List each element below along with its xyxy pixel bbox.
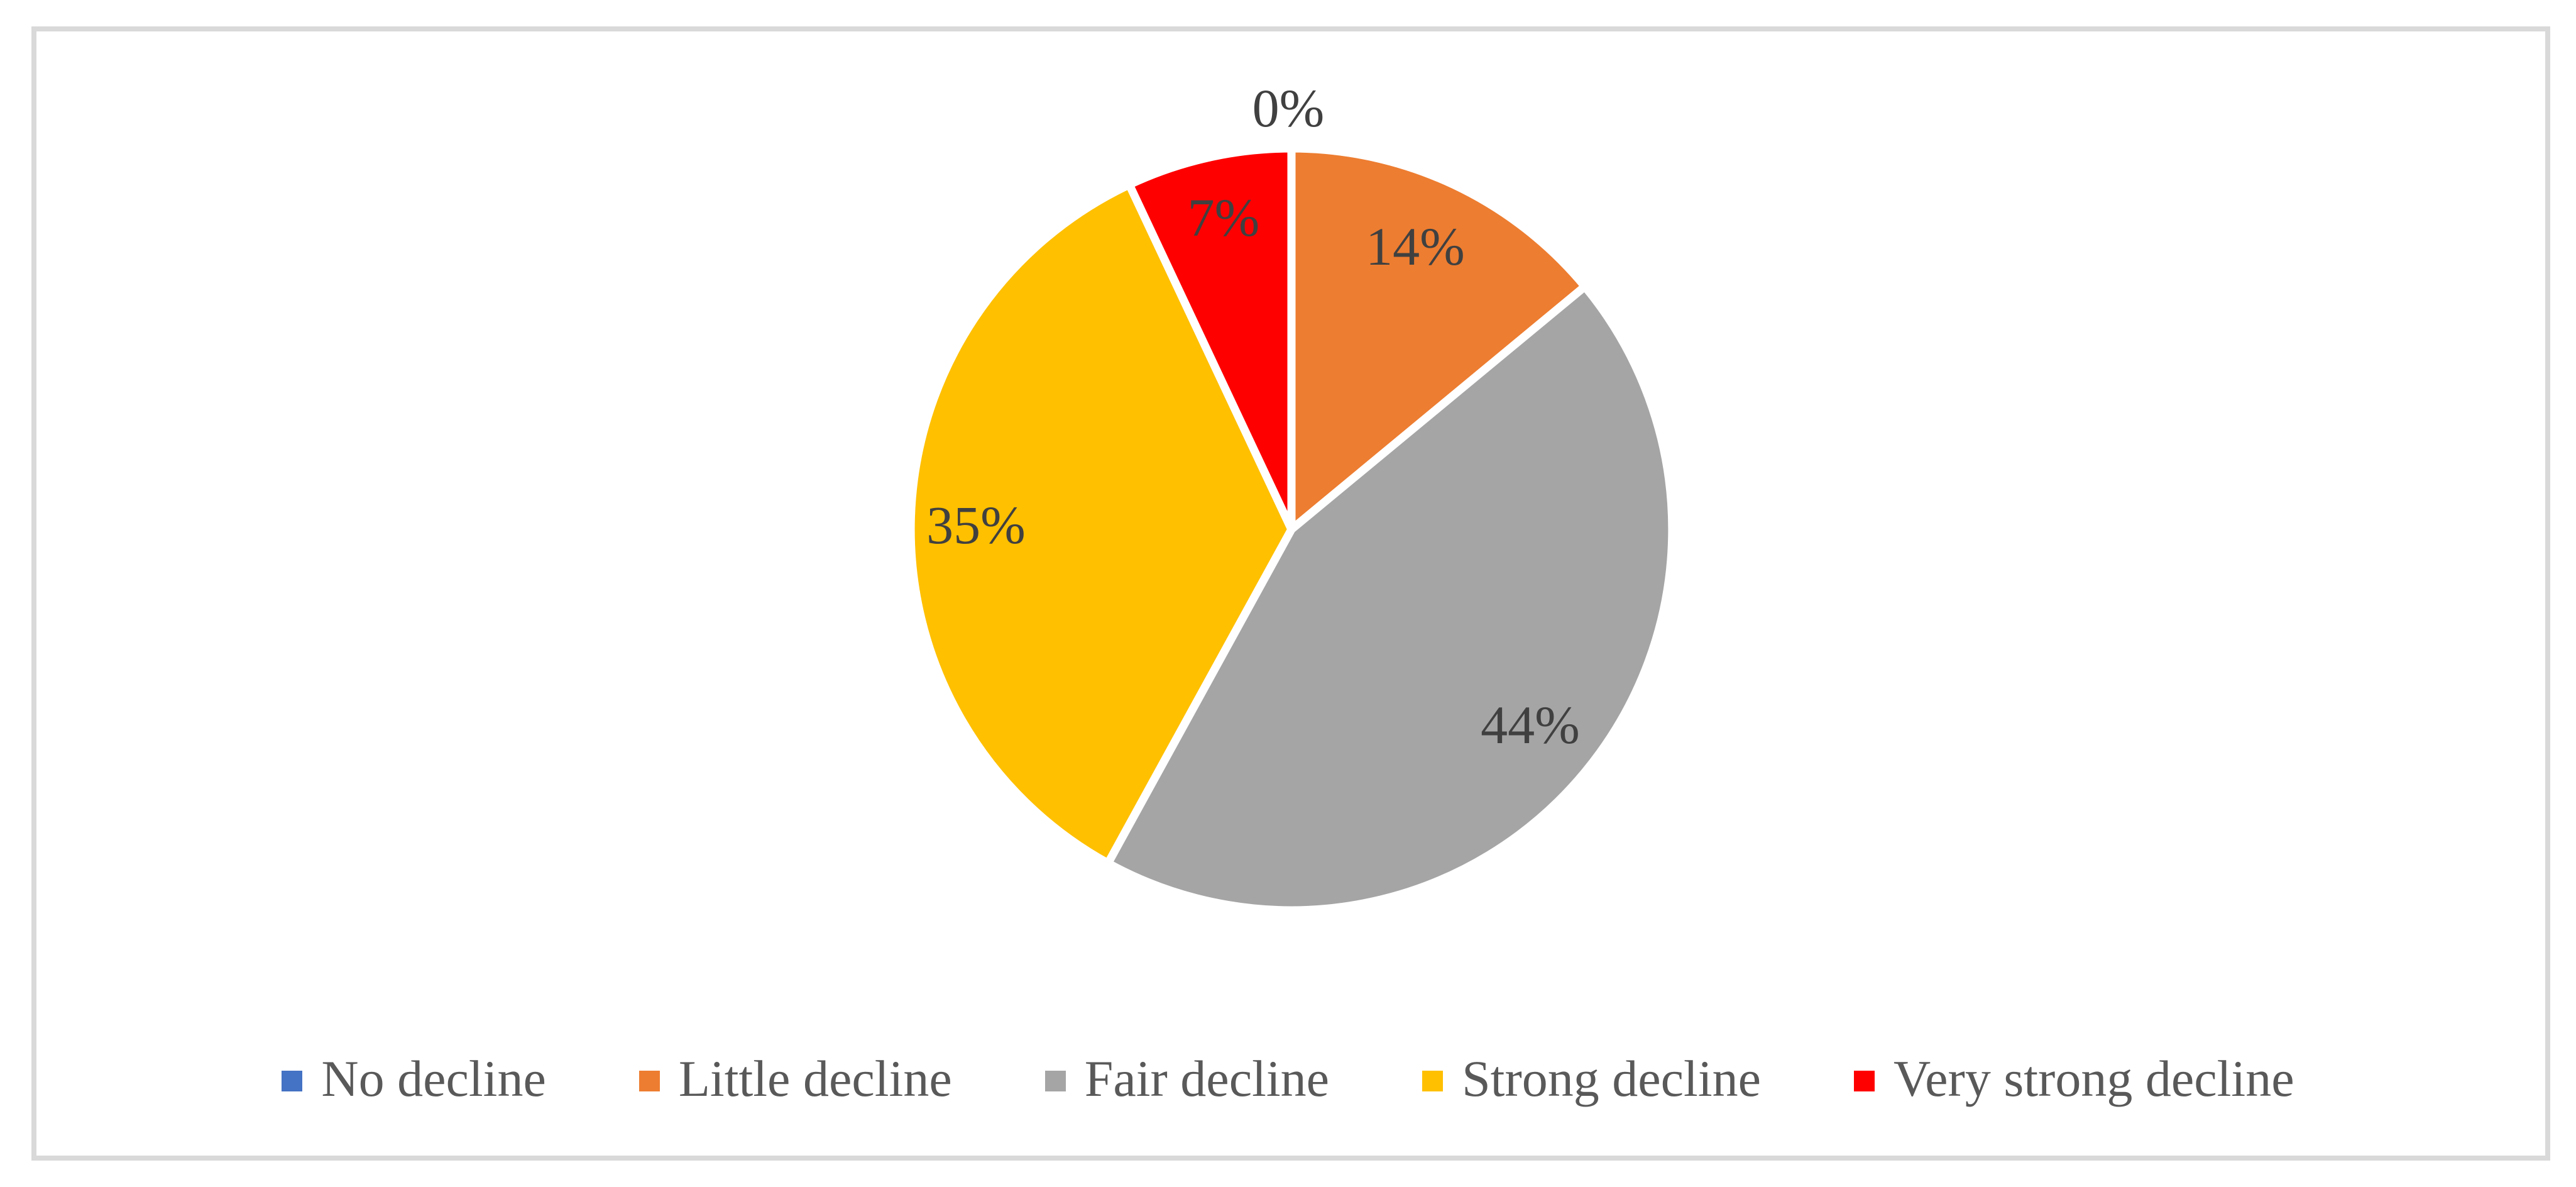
pie-slice-strong-decline (906, 179, 1296, 869)
pie-slice-little-decline (1287, 144, 1591, 538)
legend-label: Strong decline (1462, 1050, 1762, 1107)
pie-slice-fair-decline (1102, 280, 1677, 915)
legend-item-no-decline: No decline (282, 1050, 546, 1107)
legend-item-very-strong-decline: Very strong decline (1854, 1053, 2294, 1105)
legend-marker-strong-decline (1422, 1070, 1444, 1091)
legend-marker-very-strong-decline (1854, 1070, 1875, 1091)
legend-label: Very strong decline (1894, 1050, 2294, 1107)
legend-marker-no-decline (282, 1070, 303, 1091)
legend-label: Fair decline (1084, 1050, 1330, 1107)
pie-slice-very-strong-decline (1124, 144, 1296, 531)
legend-marker-little-decline (639, 1070, 660, 1091)
legend-item-strong-decline: Strong decline (1422, 1053, 1761, 1105)
chart-legend: No decline Little decline Fair decline Stro… (0, 1046, 2576, 1112)
legend-item-little-decline: Little decline (639, 1053, 952, 1105)
legend-marker-fair-decline (1044, 1070, 1066, 1091)
legend-label: No decline (321, 1050, 546, 1107)
legend-label: Little decline (678, 1050, 952, 1107)
legend-item-fair-decline: Fair decline (1044, 1050, 1330, 1107)
